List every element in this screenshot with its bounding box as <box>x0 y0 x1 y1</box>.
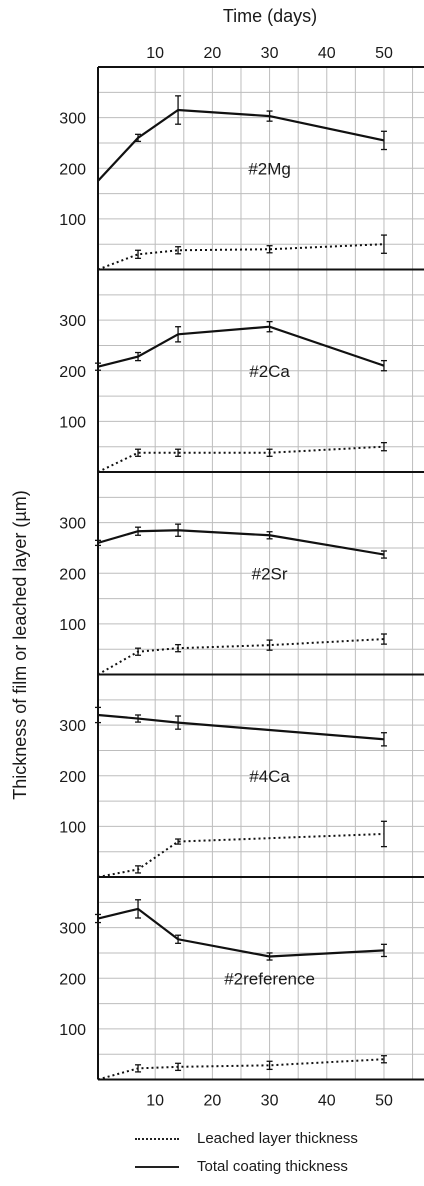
total-line <box>97 713 385 741</box>
x-tick-label-top: 20 <box>203 45 221 62</box>
x-tick-label-top: 40 <box>318 45 336 62</box>
y-tick-label: 200 <box>59 161 86 178</box>
x-tick-label-bottom: 10 <box>146 1093 164 1110</box>
y-tick-label: 100 <box>59 414 86 431</box>
panels: 100200300#2Mg100200300#2Ca100200300#2Sr1… <box>59 66 424 1081</box>
y-tick-label: 300 <box>59 718 86 735</box>
panel-4ca: 100 200 300 #4Ca <box>59 673 424 878</box>
legend-item-total: Total coating thickness <box>135 1158 348 1175</box>
x-tick-label-top: 10 <box>146 45 164 62</box>
x-tick-label-bottom: 40 <box>318 1093 336 1110</box>
legend-item-leached: Leached layer thickness <box>135 1130 358 1147</box>
panel-label: #2reference <box>224 969 315 988</box>
x-axis-title: Time (days) <box>223 6 317 26</box>
y-tick-label: 100 <box>59 212 86 229</box>
x-tick-label-bottom: 30 <box>261 1093 279 1110</box>
y-tick-label: 100 <box>59 819 86 836</box>
x-tick-label-top: 30 <box>261 45 279 62</box>
y-tick-label: 300 <box>59 313 86 330</box>
panel-2ca: 100 200 300 #2Ca <box>59 268 424 473</box>
top-x-tick-labels: 10 20 30 40 50 <box>146 45 393 62</box>
y-tick-label: 200 <box>59 971 86 988</box>
panel-label: #2Ca <box>249 362 290 381</box>
legend-label-leached: Leached layer thickness <box>197 1130 358 1147</box>
y-tick-label: 200 <box>59 364 86 381</box>
y-tick-label: 300 <box>59 921 86 938</box>
panel-label: #2Mg <box>248 159 291 178</box>
y-axis-title: Thickness of film or leached layer (µm) <box>10 490 30 799</box>
bottom-x-tick-labels: 10 20 30 40 50 <box>146 1093 393 1110</box>
leached-line <box>97 832 385 878</box>
x-tick-label-top: 50 <box>375 45 393 62</box>
y-tick-label: 100 <box>59 617 86 634</box>
panel-2reference: 100 200 300 #2reference <box>59 876 424 1081</box>
y-tick-label: 300 <box>59 111 86 128</box>
x-tick-label-bottom: 50 <box>375 1093 393 1110</box>
panel-2mg: 100 200 300 #2Mg <box>59 66 424 271</box>
y-tick-label: 100 <box>59 1022 86 1039</box>
y-tick-label: 300 <box>59 516 86 533</box>
legend-swatch-solid <box>135 1165 179 1168</box>
y-tick-label: 200 <box>59 769 86 786</box>
panel-label: #2Sr <box>252 564 288 583</box>
panel-label: #4Ca <box>249 767 290 786</box>
legend-label-total: Total coating thickness <box>197 1158 348 1175</box>
panel-2sr: 100 200 300 #2Sr <box>59 471 424 676</box>
x-tick-label-bottom: 20 <box>203 1093 221 1110</box>
y-tick-label: 200 <box>59 566 86 583</box>
legend-swatch-dotted <box>135 1137 179 1140</box>
